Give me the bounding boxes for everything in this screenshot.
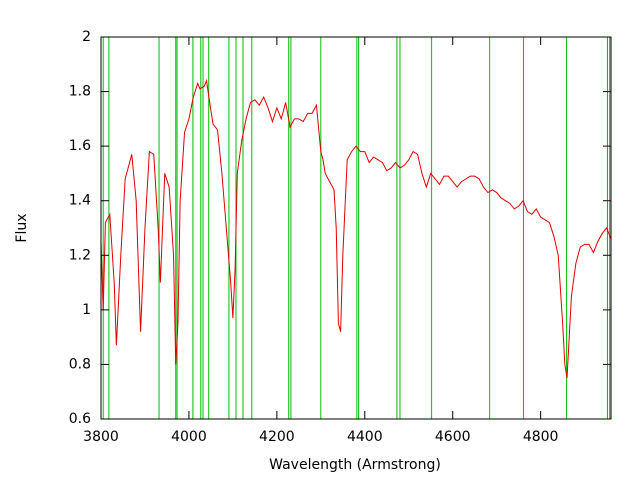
- x-axis-label: Wavelength (Armstrong): [269, 457, 441, 473]
- y-tick-label: 1: [82, 302, 91, 318]
- y-tick-label: 0.6: [69, 411, 91, 427]
- x-tick-label: 4800: [523, 429, 559, 445]
- x-tick-label: 4600: [435, 429, 471, 445]
- plot-border: [100, 36, 612, 420]
- plot-area: [101, 37, 611, 419]
- x-tick-label: 3800: [83, 429, 119, 445]
- y-tick-label: 0.8: [69, 356, 91, 372]
- x-tick-label: 4400: [347, 429, 383, 445]
- y-tick-label: 1.4: [69, 193, 91, 209]
- y-tick-label: 1.6: [69, 138, 91, 154]
- y-tick-label: 1.2: [69, 247, 91, 263]
- x-tick-label: 4200: [259, 429, 295, 445]
- spectrum-line: [101, 78, 611, 379]
- x-tick-label: 4000: [171, 429, 207, 445]
- y-tick-label: 1.8: [69, 84, 91, 100]
- y-axis-label: Flux: [14, 213, 30, 242]
- y-tick-label: 2: [82, 29, 91, 45]
